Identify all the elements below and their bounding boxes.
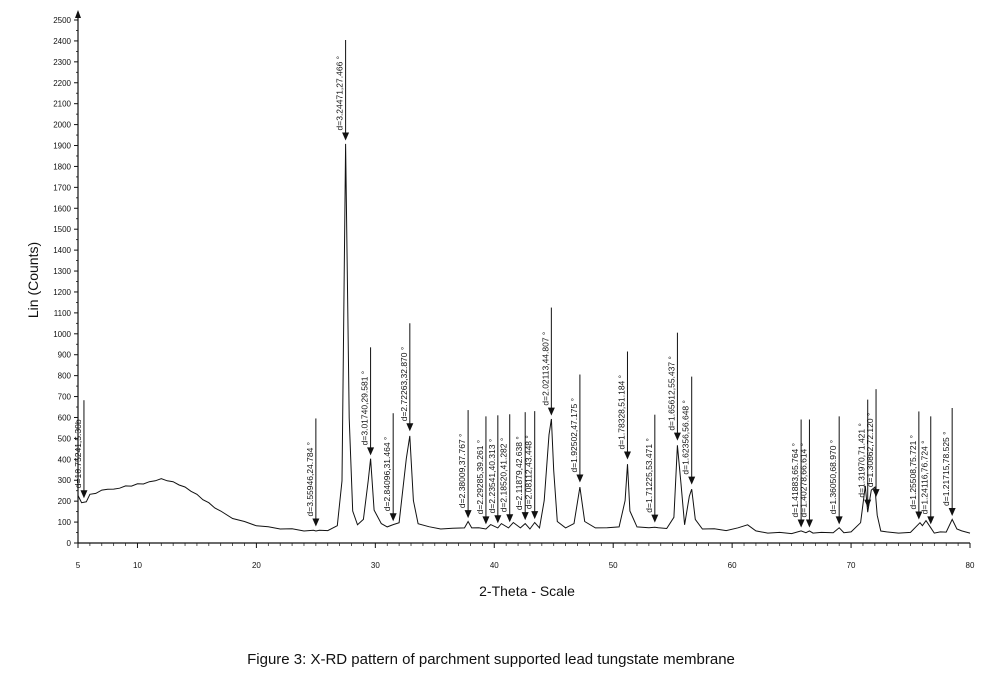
y-tick-label: 1600 xyxy=(53,204,71,213)
peak-arrow-icon xyxy=(547,407,555,416)
peak-arrow-icon xyxy=(872,489,880,498)
peak-label: d=1.36050,68.970 ° xyxy=(828,440,838,515)
peak-label: d=2.72263,32.870 ° xyxy=(399,347,409,422)
peak-label: d=1.71225,53.471 ° xyxy=(644,438,654,513)
peak-label: d=1.21715,78.525 ° xyxy=(941,431,951,506)
peak-arrow-icon xyxy=(521,512,529,521)
peak-label: d=2.18520,41.282 ° xyxy=(499,438,509,513)
y-tick-label: 1300 xyxy=(53,267,71,276)
y-tick-label: 400 xyxy=(58,455,72,464)
x-tick-label: 50 xyxy=(609,561,618,570)
peak-label: d=1.65612,55.437 ° xyxy=(666,356,676,431)
peak-arrow-icon xyxy=(367,447,375,456)
peak-arrow-icon xyxy=(576,474,584,483)
peak-label: d=2.02113,44.807 ° xyxy=(540,332,550,406)
y-tick-label: 600 xyxy=(58,413,72,422)
x-tick-label: 20 xyxy=(252,561,261,570)
peak-label: d=1.31970,71.421 ° xyxy=(857,423,867,498)
peak-arrow-icon xyxy=(623,451,631,460)
x-tick-label: 70 xyxy=(847,561,856,570)
peak-arrow-icon xyxy=(506,514,514,523)
peak-annotations: d=16.75241,5.30b d=3.55946,24.784 ° d=3.24… xyxy=(73,40,956,528)
xrd-chart: 0 100 200 300 400 500 600 700 800 900 1000 1100 1200… xyxy=(25,10,975,599)
peak-arrow-icon xyxy=(531,511,539,520)
peak-arrow-icon xyxy=(389,513,397,522)
x-axis-title: 2-Theta - Scale xyxy=(479,583,575,599)
peak-arrow-icon xyxy=(80,490,88,499)
peak-label: d=2.23541,40.313 ° xyxy=(487,439,497,514)
peak-label: d=2.11879,42.638 ° xyxy=(514,436,524,510)
y-axis-title: Lin (Counts) xyxy=(25,242,41,318)
peak-arrow-icon xyxy=(797,519,805,528)
y-tick-label: 2300 xyxy=(53,58,71,67)
peak-label: d=1.41883,65.764 ° xyxy=(790,443,800,518)
peak-arrow-icon xyxy=(805,519,813,528)
peak-label: d=1.92502,47.175 ° xyxy=(569,398,579,473)
x-tick-label: 10 xyxy=(133,561,142,570)
peak-arrow-icon xyxy=(927,516,935,525)
peak-label: d=1.30862,72.120 ° xyxy=(865,413,875,488)
y-tick-label: 1200 xyxy=(53,288,71,297)
y-tick-label: 1400 xyxy=(53,246,71,255)
peak-label: d=1.78328,51.184 ° xyxy=(616,375,626,450)
y-tick-label: 200 xyxy=(58,497,72,506)
y-tick-label: 1500 xyxy=(53,225,71,234)
y-tick-label: 1700 xyxy=(53,183,71,192)
peak-arrow-icon xyxy=(915,511,923,520)
y-tick-label: 2100 xyxy=(53,100,71,109)
peak-arrow-icon xyxy=(494,515,502,524)
peak-arrow-icon xyxy=(864,499,872,508)
y-tick-label: 900 xyxy=(58,351,72,360)
x-tick-label: 80 xyxy=(966,561,975,570)
x-tick-label: 40 xyxy=(490,561,499,570)
y-tick-label: 1800 xyxy=(53,162,71,171)
peak-label: d=1.25508,75.721 ° xyxy=(908,435,918,510)
peak-label: d=3.55946,24.784 ° xyxy=(305,442,315,517)
y-tick-label: 2500 xyxy=(53,16,71,25)
peak-arrow-icon xyxy=(406,423,414,432)
peak-label: d=1.62356,56.648 ° xyxy=(681,400,691,475)
xrd-trace-line xyxy=(77,143,971,535)
y-axis-arrow-icon xyxy=(75,10,81,18)
peak-label: d=16.75241,5.30b xyxy=(73,419,83,488)
peak-arrow-icon xyxy=(482,516,490,525)
figure-caption: Figure 3: X-RD pattern of parchment supp… xyxy=(247,651,735,668)
peak-label: d=3.01740,29.581 ° xyxy=(360,371,370,446)
y-tick-label: 2200 xyxy=(53,79,71,88)
peak-arrow-icon xyxy=(464,510,472,519)
peak-arrow-icon xyxy=(342,132,350,141)
peak-arrow-icon xyxy=(835,516,843,525)
peak-arrow-icon xyxy=(651,514,659,523)
x-tick-label: 30 xyxy=(371,561,380,570)
y-tick-label: 700 xyxy=(58,393,72,402)
y-tick-label: 800 xyxy=(58,372,72,381)
y-tick-label: 1100 xyxy=(54,309,72,318)
peak-label: d=2.29285,39.261 ° xyxy=(475,440,485,515)
y-tick-label: 1000 xyxy=(53,330,71,339)
y-tick-label: 2000 xyxy=(53,121,71,130)
y-axis-ticks: 0 100 200 300 400 500 600 700 800 900 1000 1100 1200… xyxy=(53,16,78,548)
peak-label: d=2.38009,37.767 ° xyxy=(457,434,467,509)
y-tick-label: 1900 xyxy=(53,142,71,151)
peak-arrow-icon xyxy=(312,518,320,527)
peak-label: d=1.24116,76.724 ° xyxy=(920,440,930,514)
peak-arrow-icon xyxy=(673,432,681,441)
peak-label: d=1.40278,66.614 ° xyxy=(798,443,808,518)
x-axis-ticks: 5 10 20 30 40 50 60 70 80 xyxy=(76,543,975,570)
x-tick-label: 5 xyxy=(76,561,81,570)
y-tick-label: 100 xyxy=(58,518,72,527)
peak-arrow-icon xyxy=(688,476,696,485)
peak-label: d=2.84096,31.464 ° xyxy=(382,437,392,512)
y-tick-label: 300 xyxy=(58,476,72,485)
peak-label: d=3.24471,27.466 ° xyxy=(335,56,345,131)
y-tick-label: 2400 xyxy=(53,37,71,46)
x-tick-label: 60 xyxy=(728,561,737,570)
y-tick-label: 500 xyxy=(58,434,72,443)
peak-label: d=2.08112,43.448 ° xyxy=(524,435,534,509)
y-tick-label: 0 xyxy=(67,539,72,548)
peak-arrow-icon xyxy=(948,507,956,516)
